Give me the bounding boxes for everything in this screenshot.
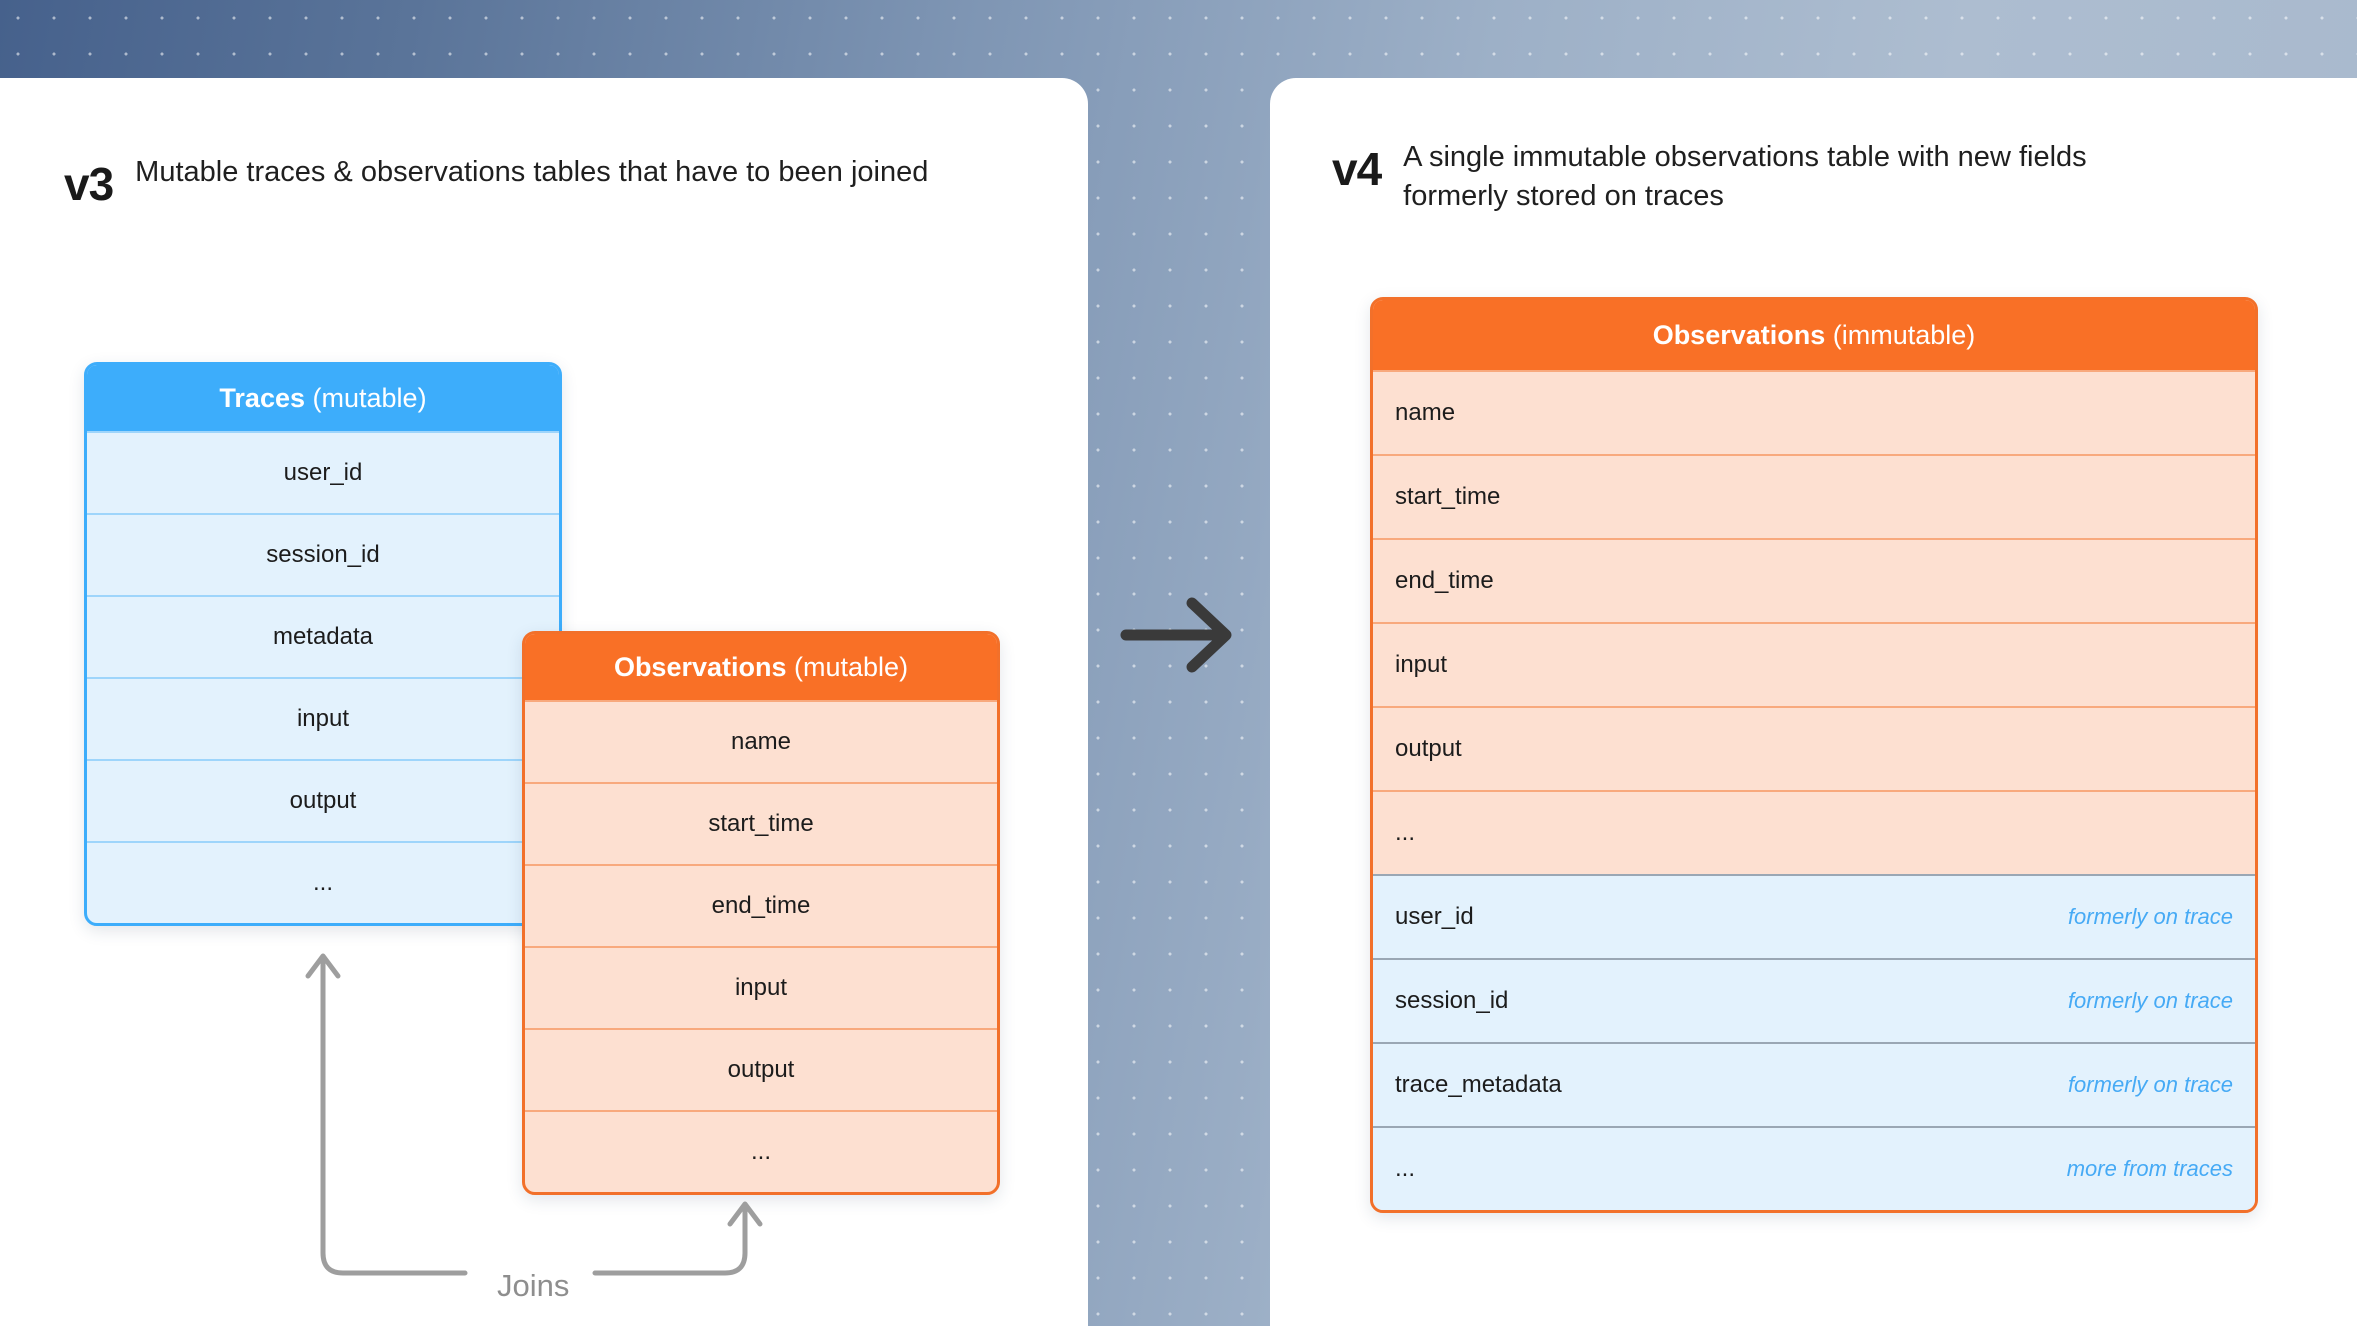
table-row: ... [1373, 790, 2255, 874]
field-name: session_id [266, 541, 380, 568]
table-row: input [525, 946, 997, 1028]
field-name: end_time [1395, 567, 1494, 594]
table-row: ... [525, 1110, 997, 1192]
table-row: user_id [87, 431, 559, 513]
table-row: name [525, 700, 997, 782]
table-row: ... more from traces [1373, 1126, 2255, 1210]
field-note: formerly on trace [2067, 1072, 2233, 1097]
field-name: ... [750, 1138, 771, 1165]
table-row: output [525, 1028, 997, 1110]
field-name: trace_metadata [1395, 1071, 1562, 1098]
table-observations-mutability: (mutable) [794, 651, 909, 682]
table-observations-immutable-title: Observations [1652, 319, 1826, 350]
table-observations-mutable-header: Observations (mutable) [525, 634, 997, 700]
panel-v3-heading: v3 Mutable traces & observations tables … [64, 153, 928, 207]
table-row: session_id [87, 513, 559, 595]
field-name: input [734, 974, 788, 1001]
panel-v3: v3 Mutable traces & observations tables … [0, 78, 1088, 1326]
table-row: ... [87, 841, 559, 923]
panel-v4-heading: v4 A single immutable observations table… [1332, 138, 2173, 216]
panel-v4-subtitle: A single immutable observations table wi… [1403, 141, 2087, 213]
field-name: output [1395, 735, 1462, 762]
field-name: ... [1395, 1155, 1416, 1182]
table-row: metadata [87, 595, 559, 677]
table-observations-immutable-header: Observations (immutable) [1373, 300, 2255, 370]
field-name: ... [312, 869, 333, 896]
table-observations-immutability: (immutable) [1832, 319, 1976, 350]
arrow-right-icon [1120, 597, 1232, 673]
field-name: start_time [1395, 483, 1501, 510]
table-observations-title: Observations [613, 651, 787, 682]
field-name: input [296, 705, 350, 732]
field-name: user_id [283, 459, 363, 486]
version-tag-v4: v4 [1332, 143, 1382, 195]
field-name: session_id [1395, 987, 1509, 1014]
table-row: session_id formerly on trace [1373, 958, 2255, 1042]
field-name: output [727, 1056, 795, 1083]
field-name: output [289, 787, 357, 814]
table-row: input [87, 677, 559, 759]
field-note: formerly on trace [2067, 988, 2233, 1013]
table-row: start_time [525, 782, 997, 864]
table-row: trace_metadata formerly on trace [1373, 1042, 2255, 1126]
field-name: user_id [1395, 903, 1474, 930]
table-row: user_id formerly on trace [1373, 874, 2255, 958]
table-row: output [1373, 706, 2255, 790]
field-note: more from traces [2066, 1156, 2233, 1181]
table-row: output [87, 759, 559, 841]
joins-connector-icon [305, 953, 763, 1276]
table-row: start_time [1373, 454, 2255, 538]
table-row: end_time [1373, 538, 2255, 622]
table-traces-title: Traces [219, 382, 305, 413]
field-name: end_time [711, 892, 811, 919]
field-name: metadata [272, 623, 374, 650]
table-row: end_time [525, 864, 997, 946]
field-note: formerly on trace [2067, 904, 2233, 929]
field-name: ... [1395, 819, 1416, 846]
panel-v3-subtitle: Mutable traces & observations tables tha… [135, 156, 929, 188]
field-name: name [1395, 399, 1456, 426]
table-row: name [1373, 370, 2255, 454]
version-tag-v3: v3 [64, 158, 114, 210]
field-name: start_time [708, 810, 814, 837]
table-observations-immutable: Observations (immutable) name start_time… [1370, 297, 2258, 1213]
table-traces-mutable: Traces (mutable) user_id session_id meta… [84, 362, 562, 926]
field-name: name [730, 728, 792, 755]
table-observations-mutable: Observations (mutable) name start_time e… [522, 631, 1000, 1195]
field-name: input [1395, 651, 1448, 678]
table-traces-mutability: (mutable) [312, 382, 427, 413]
table-row: input [1373, 622, 2255, 706]
joins-label: Joins [497, 1268, 570, 1303]
table-traces-header: Traces (mutable) [87, 365, 559, 431]
